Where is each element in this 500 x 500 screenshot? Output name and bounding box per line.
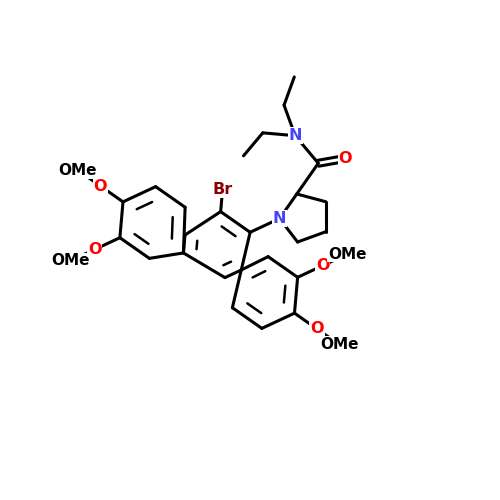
Text: O: O — [338, 151, 352, 166]
Text: O: O — [94, 178, 107, 194]
Text: OMe: OMe — [58, 163, 97, 178]
Text: Br: Br — [212, 182, 233, 196]
Text: N: N — [273, 211, 286, 226]
Text: O: O — [316, 258, 330, 273]
Text: OMe: OMe — [320, 337, 359, 352]
Text: OMe: OMe — [51, 254, 90, 268]
Text: O: O — [310, 322, 324, 336]
Text: N: N — [288, 128, 302, 143]
Text: O: O — [88, 242, 102, 257]
Text: OMe: OMe — [328, 246, 366, 262]
